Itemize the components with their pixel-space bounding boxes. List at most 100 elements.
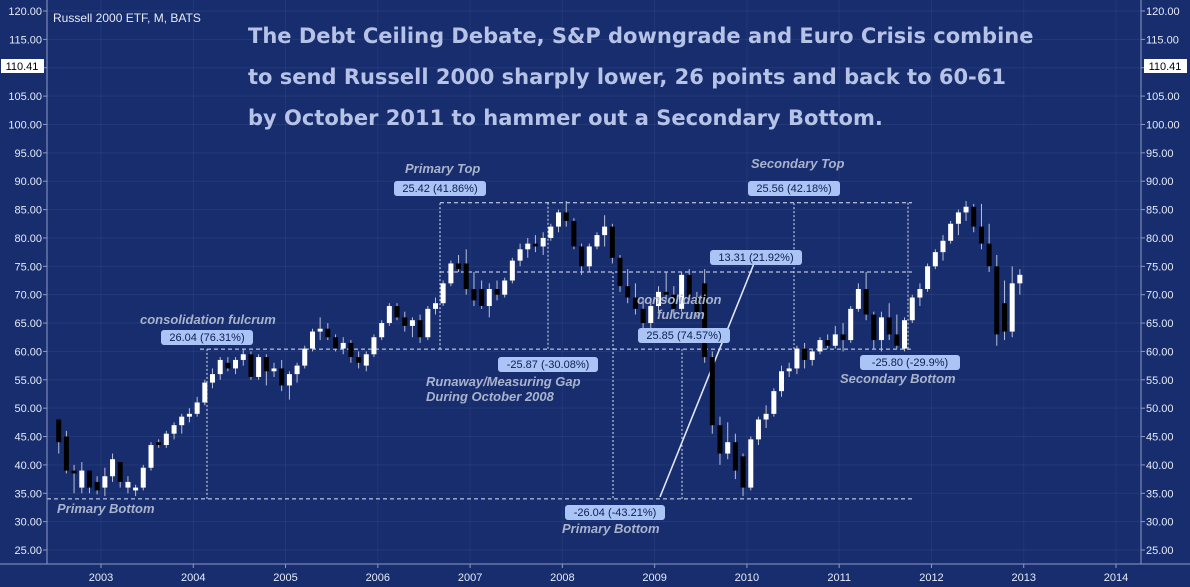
annotation-primary-bottom-left: Primary Bottom: [57, 501, 155, 516]
candle: [386, 303, 392, 326]
y-tick-label-left: 90.00: [14, 176, 42, 188]
candle: [640, 297, 646, 332]
candle-body: [617, 257, 623, 287]
candles: [56, 201, 1023, 497]
candle: [140, 464, 146, 491]
candle: [602, 215, 608, 247]
candle: [194, 396, 200, 417]
candle: [878, 311, 884, 352]
candle-body: [894, 334, 900, 346]
candle-body: [148, 445, 154, 468]
y-tick-label-left: 100.00: [8, 119, 42, 131]
candle: [71, 464, 77, 494]
y-tick-label-left: 70.00: [14, 290, 42, 302]
candle-body: [179, 416, 185, 426]
candle-body: [863, 289, 869, 315]
candle-body: [371, 337, 377, 355]
badge-2: 25.42 (41.86%): [394, 181, 486, 196]
candle-body: [725, 442, 731, 454]
candle-body: [94, 481, 100, 491]
y-tick-label-left: 50.00: [14, 403, 42, 415]
price-tag-left: 110.41: [1, 59, 44, 73]
y-tick-label-right: 80.00: [1146, 233, 1174, 245]
candle: [240, 348, 246, 366]
candle-body: [486, 289, 492, 307]
candle: [555, 209, 561, 233]
candle-body: [548, 226, 554, 238]
candle: [425, 306, 431, 341]
candle-body: [802, 348, 808, 360]
annotation-consolidation-2-line2: fulcrum: [657, 307, 705, 322]
candle: [117, 462, 123, 488]
candle: [317, 317, 323, 341]
y-tick-label-right: 100.00: [1146, 119, 1180, 131]
candle: [594, 232, 600, 250]
y-tick-label-left: 25.00: [14, 545, 42, 557]
candle: [948, 220, 954, 244]
candle: [832, 325, 838, 349]
candle: [656, 286, 662, 312]
candle: [702, 269, 708, 363]
candle-body: [279, 368, 285, 386]
candle: [363, 351, 369, 372]
y-tick-label-left: 60.00: [14, 346, 42, 358]
candle: [717, 416, 723, 465]
candle-body: [356, 357, 362, 363]
candle: [809, 348, 815, 366]
candle-body: [348, 342, 354, 358]
y-tick-label-right: 115.00: [1146, 34, 1179, 46]
candle: [848, 306, 854, 343]
candle: [825, 334, 831, 349]
badge-4-text: -26.04 (-43.21%): [574, 507, 657, 519]
candle: [886, 303, 892, 341]
candle: [779, 365, 785, 397]
candle-body: [978, 226, 984, 244]
candle: [871, 311, 877, 349]
candle: [917, 283, 923, 307]
candle: [225, 357, 231, 372]
y-tick-label-left: 115.00: [9, 34, 42, 46]
badge-6: 13.31 (21.92%): [710, 250, 802, 265]
candle-body: [932, 252, 938, 267]
candle: [671, 286, 677, 315]
candle: [940, 235, 946, 261]
candle-body: [940, 240, 946, 253]
candle: [1009, 266, 1015, 338]
candle: [171, 422, 177, 440]
candle-body: [425, 308, 431, 338]
candle-body: [186, 413, 192, 417]
candle-body: [971, 206, 977, 227]
x-tick-label: 2010: [735, 572, 759, 584]
candle: [679, 271, 685, 312]
candle: [448, 260, 454, 287]
x-tick-label: 2007: [458, 572, 482, 584]
candle-body: [594, 235, 600, 247]
x-ticks: 2003 2004 2005 2006 2007 2008 2009 2010 2011 2012…: [89, 564, 1128, 584]
candle: [133, 484, 139, 497]
x-tick-label: 2008: [550, 572, 574, 584]
candle-body: [1017, 274, 1023, 284]
candle-body: [632, 297, 638, 309]
candle-body: [686, 274, 692, 298]
candle-body: [110, 459, 116, 477]
candle-body: [286, 374, 292, 386]
candle-body: [748, 439, 754, 488]
candle-body: [840, 334, 846, 341]
candle-body: [471, 289, 477, 301]
candle-body: [456, 263, 462, 270]
badge-8: -25.80 (-29.9%): [860, 355, 960, 370]
candle: [517, 243, 523, 267]
candle-body: [379, 323, 385, 338]
badge-1-text: 26.04 (76.31%): [169, 332, 244, 344]
y-tick-label-right: 105.00: [1146, 91, 1180, 103]
candle: [963, 201, 969, 221]
candle-body: [140, 467, 146, 488]
candle: [417, 314, 423, 343]
badge-3: -25.87 (-30.08%): [498, 357, 598, 372]
candle-body: [948, 223, 954, 241]
candle-body: [902, 320, 908, 349]
candle: [402, 311, 408, 332]
y-tick-label-right: 40.00: [1146, 460, 1174, 472]
candle-body: [494, 289, 500, 295]
